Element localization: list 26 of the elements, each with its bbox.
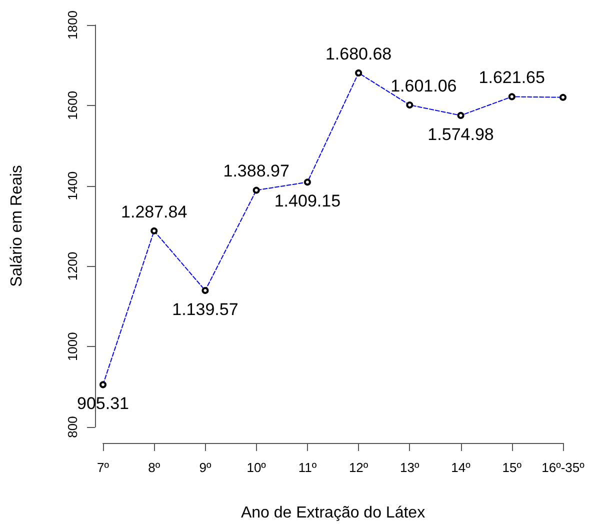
data-label: 1.680.68 <box>325 44 392 64</box>
y-tick-label: 800 <box>65 416 80 438</box>
x-tick-label: 9º <box>199 460 212 475</box>
data-label: 1.388.97 <box>223 162 290 181</box>
data-label: 1.601.06 <box>390 76 457 96</box>
data-label: 1.409.15 <box>274 192 341 211</box>
x-tick-label: 16º-35º <box>542 460 585 475</box>
y-tick-label: 1600 <box>65 90 80 120</box>
data-label: 1.574.98 <box>428 124 494 144</box>
y-tick-label: 1800 <box>65 10 80 40</box>
x-tick-label: 15º <box>502 460 522 475</box>
y-tick-label: 1200 <box>65 252 80 281</box>
x-tick-label: 8º <box>148 460 160 475</box>
x-tick-label: 10º <box>246 460 266 475</box>
data-label: 1.139.57 <box>172 300 238 319</box>
data-label: 1.287.84 <box>121 202 188 222</box>
y-axis-title: Salário em Reais <box>8 165 26 287</box>
y-tick-label: 1000 <box>65 332 80 362</box>
y-tick-label: 1400 <box>65 171 80 200</box>
x-tick-label: 12º <box>348 460 368 475</box>
x-axis-title: Ano de Extração do Látex <box>240 504 426 522</box>
data-label: 1.621.65 <box>478 68 545 88</box>
x-tick-label: 11º <box>298 460 317 475</box>
x-tick-label: 7º <box>97 460 110 475</box>
x-tick-label: 13º <box>400 460 420 475</box>
x-tick-label: 14º <box>451 460 471 475</box>
